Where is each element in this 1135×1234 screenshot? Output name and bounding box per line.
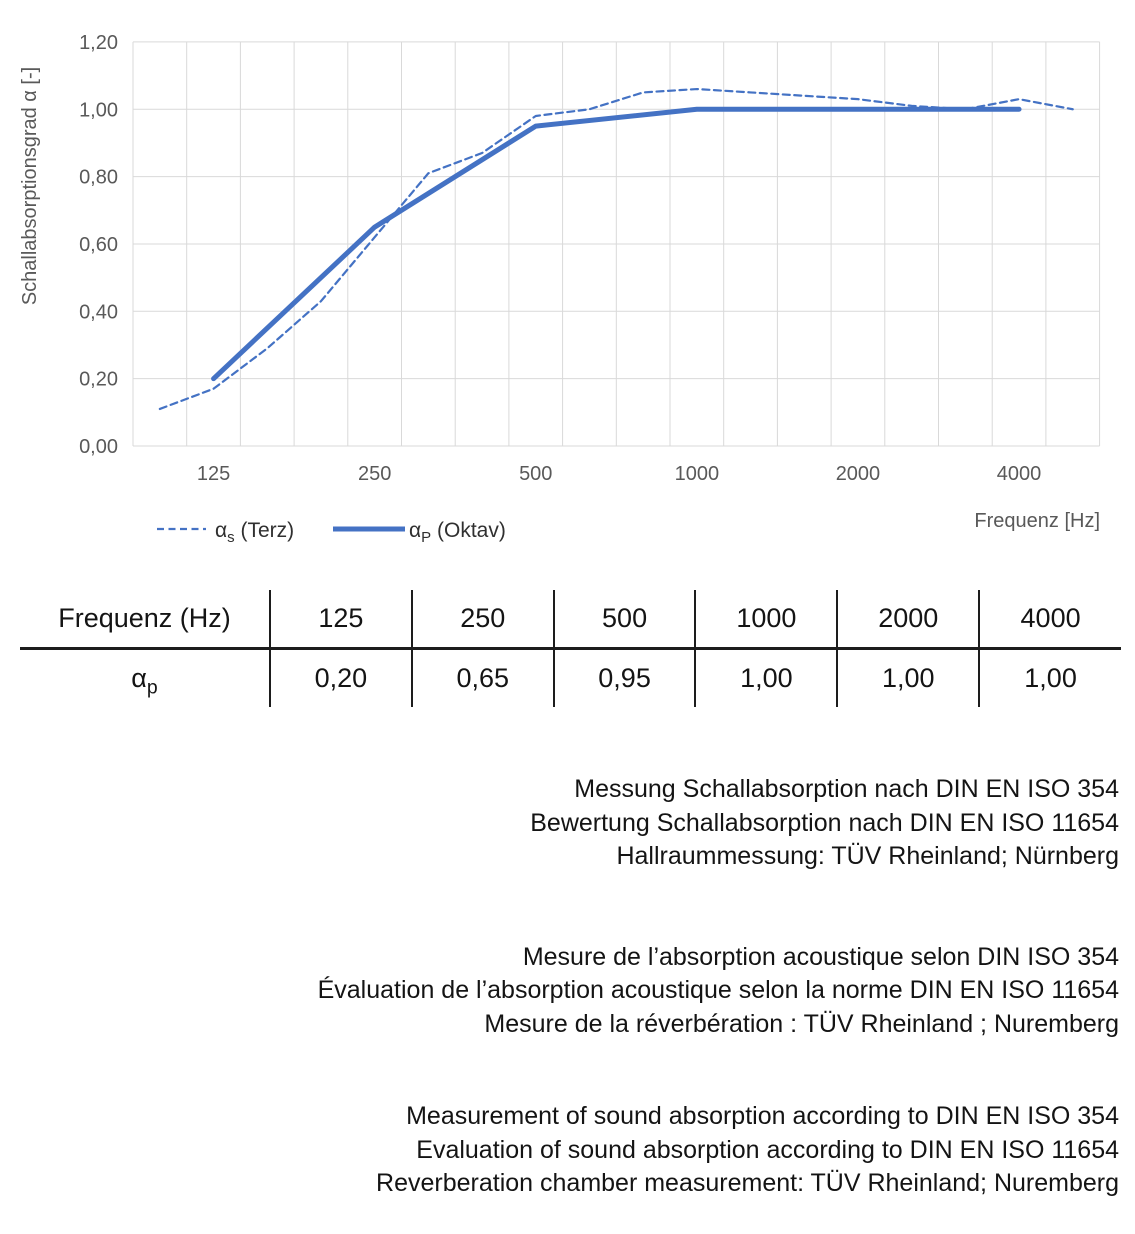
note-en-line-1: Measurement of sound absorption accordin… <box>406 1102 1119 1130</box>
table-value-row: αp 0,20 0,65 0,95 1,00 1,00 1,00 <box>20 648 1121 707</box>
note-de: Messung Schallabsorption nach DIN EN ISO… <box>0 773 1119 874</box>
series-alpha-p-line <box>211 106 1022 382</box>
y-tick-label: 0,20 <box>79 369 118 391</box>
chart-gridlines <box>132 41 1101 447</box>
note-en-line-2: Evaluation of sound absorption according… <box>416 1135 1119 1164</box>
note-de-line-3: Hallraummessung: TÜV Rheinland; Nürnberg <box>616 842 1119 870</box>
table-frequency-cell: 4000 <box>978 590 1121 650</box>
table-frequency-cell: 250 <box>410 590 554 650</box>
y-axis-title: Schallabsorptionsgrad α [-] <box>19 67 41 305</box>
table-frequency-cell: 2000 <box>836 590 980 650</box>
y-tick-label: 0,60 <box>79 234 118 256</box>
table-alpha-value-cell: 1,00 <box>836 648 980 707</box>
y-tick-label: 0,80 <box>79 167 118 189</box>
x-tick-label: 2000 <box>836 463 881 485</box>
chart-legend: αs (Terz) αP (Oktav) <box>157 519 506 546</box>
y-tick-label: 1,00 <box>79 99 118 121</box>
note-de-line-1: Messung Schallabsorption nach DIN EN ISO… <box>574 775 1119 803</box>
note-fr-line-2: Évaluation de l’absorption acoustique se… <box>317 976 1119 1004</box>
notes-section: Messung Schallabsorption nach DIN EN ISO… <box>0 773 1119 1201</box>
table-alpha-value-cell: 1,00 <box>978 648 1121 707</box>
table-frequency-cell: 1000 <box>694 590 838 650</box>
table-row-label: αp <box>131 663 158 699</box>
note-de-line-2: Bewertung Schallabsorption nach DIN EN I… <box>530 808 1119 837</box>
x-tick-label: 500 <box>519 463 552 485</box>
x-tick-label: 1000 <box>675 463 720 485</box>
table-alpha-value-cell: 0,95 <box>552 648 696 707</box>
table-frequency-cell: 125 <box>269 590 412 650</box>
y-tick-label: 1,20 <box>79 32 118 54</box>
legend-label-alpha-s: αs (Terz) <box>215 519 294 546</box>
note-fr-line-3: Mesure de la réverbération : TÜV Rheinla… <box>484 1009 1119 1038</box>
note-fr: Mesure de l’absorption acoustique selon … <box>0 941 1119 1042</box>
legend-label-alpha-p: αP (Oktav) <box>409 519 506 546</box>
x-tick-label: 250 <box>358 463 391 485</box>
table-alpha-value-cell: 0,20 <box>269 648 412 707</box>
note-en: Measurement of sound absorption accordin… <box>0 1100 1119 1201</box>
table-frequency-cell: 500 <box>552 590 696 650</box>
table-header-row: Frequenz (Hz) 125 250 500 1000 2000 4000 <box>20 590 1121 650</box>
absorption-values-table: Frequenz (Hz) 125 250 500 1000 2000 4000 αp 0… <box>20 590 1121 707</box>
y-tick-label: 0,40 <box>79 301 118 323</box>
absorption-chart-svg: 0,00 0,20 0,40 0,60 0,80 1,00 1,20 125 250 500 100… <box>19 32 1101 546</box>
chart-tick-labels: 0,00 0,20 0,40 0,60 0,80 1,00 1,20 125 250 500 100… <box>79 32 1041 485</box>
x-tick-label: 4000 <box>997 463 1042 485</box>
chart-series <box>158 87 1074 411</box>
x-tick-label: 125 <box>197 463 230 485</box>
series-alpha-s-line <box>158 87 1074 411</box>
y-tick-label: 0,00 <box>79 436 118 458</box>
note-en-line-3: Reverberation chamber measurement: TÜV R… <box>376 1169 1119 1197</box>
table-alpha-value-cell: 0,65 <box>410 648 554 707</box>
absorption-chart: 0,00 0,20 0,40 0,60 0,80 1,00 1,20 125 250 500 100… <box>0 0 1135 562</box>
table-header-label: Frequenz (Hz) <box>20 590 270 650</box>
x-axis-title: Frequenz [Hz] <box>974 510 1100 532</box>
note-fr-line-1: Mesure de l’absorption acoustique selon … <box>522 942 1119 971</box>
table-alpha-value-cell: 1,00 <box>694 648 838 707</box>
